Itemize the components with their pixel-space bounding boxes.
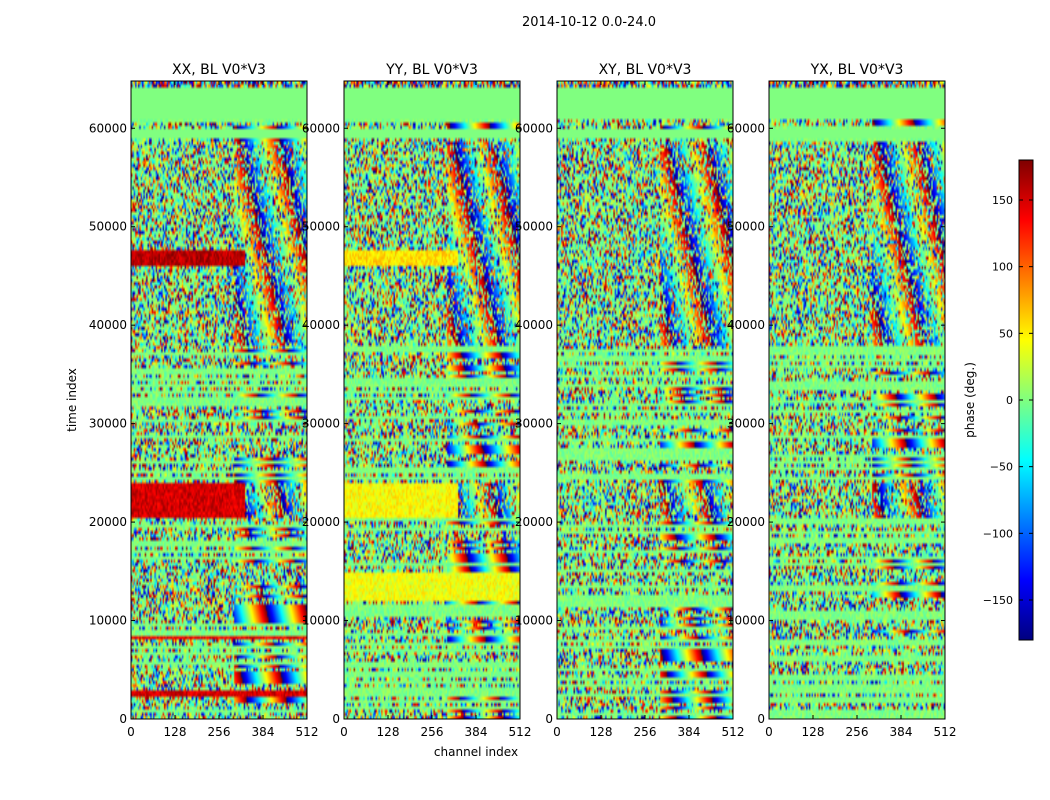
- colorbar-tick-label: −150: [983, 594, 1013, 607]
- colorbar-tick-label: 150: [992, 194, 1013, 207]
- x-tick-label: 0: [765, 725, 773, 739]
- y-axis-label: time index: [65, 368, 79, 432]
- y-tick-label: 10000: [89, 614, 127, 628]
- y-tick-label: 40000: [302, 318, 340, 332]
- x-tick-label: 256: [208, 725, 231, 739]
- colorbar-tick-label: 100: [992, 261, 1013, 274]
- x-tick-label: 128: [802, 725, 825, 739]
- y-tick-label: 0: [119, 712, 127, 726]
- x-tick-label: 512: [722, 725, 745, 739]
- y-tick-label: 30000: [727, 417, 765, 431]
- x-tick-label: 512: [296, 725, 319, 739]
- y-tick-label: 10000: [727, 614, 765, 628]
- x-tick-label: 128: [590, 725, 613, 739]
- y-tick-label: 50000: [89, 220, 127, 234]
- heatmap-xy: [557, 81, 733, 719]
- x-tick-label: 256: [846, 725, 869, 739]
- y-tick-label: 40000: [727, 318, 765, 332]
- y-tick-label: 30000: [515, 417, 553, 431]
- x-axis-label: channel index: [434, 745, 518, 759]
- y-tick-label: 50000: [302, 220, 340, 234]
- x-tick-label: 0: [553, 725, 561, 739]
- y-tick-label: 40000: [89, 318, 127, 332]
- colorbar-ticks: 150 100 50 0 −50 −100 −150: [983, 194, 1033, 607]
- y-tick-label: 50000: [515, 220, 553, 234]
- panel-xx: XX, BL V0*V3 0 128 256 384 512 0 10000 20000 3000…: [89, 62, 319, 739]
- x-tick-label: 512: [509, 725, 532, 739]
- y-tick-label: 60000: [515, 121, 553, 135]
- y-tick-label: 60000: [727, 121, 765, 135]
- panel-title: YY, BL V0*V3: [385, 62, 478, 78]
- y-tick-label: 0: [757, 712, 765, 726]
- colorbar-tick-label: −50: [990, 461, 1013, 474]
- x-tick-label: 384: [678, 725, 701, 739]
- x-tick-label: 384: [465, 725, 488, 739]
- heatmap-yy: [344, 81, 520, 719]
- y-tick-label: 30000: [89, 417, 127, 431]
- x-tick-label: 384: [890, 725, 913, 739]
- panels-group: XX, BL V0*V3 0 128 256 384 512 0 10000 20000 3000…: [89, 62, 957, 739]
- x-tick-label: 0: [127, 725, 135, 739]
- x-tick-label: 512: [934, 725, 957, 739]
- colorbar: 150 100 50 0 −50 −100 −150 phase (deg.): [963, 159, 1034, 641]
- y-tick-label: 20000: [727, 515, 765, 529]
- y-tick-label: 30000: [302, 417, 340, 431]
- x-tick-label: 384: [252, 725, 275, 739]
- colorbar-tick-label: 0: [1006, 394, 1013, 407]
- panel-yy: YY, BL V0*V3 0 128 256 384 512 0 10000 20000 3000…: [302, 62, 532, 739]
- x-tick-label: 0: [340, 725, 348, 739]
- heatmap-xx: [131, 81, 307, 719]
- x-tick-label: 256: [634, 725, 657, 739]
- y-tick-label: 0: [545, 712, 553, 726]
- panel-title: YX, BL V0*V3: [810, 62, 904, 78]
- y-tick-label: 10000: [302, 614, 340, 628]
- colorbar-tick-label: 50: [999, 327, 1013, 340]
- y-tick-label: 40000: [515, 318, 553, 332]
- heatmap-yx: [769, 81, 945, 719]
- y-tick-label: 60000: [302, 121, 340, 135]
- y-tick-label: 20000: [89, 515, 127, 529]
- panel-xy: XY, BL V0*V3 0 128 256 384 512 0 10000 20000 3000…: [515, 62, 745, 739]
- y-tick-label: 60000: [89, 121, 127, 135]
- colorbar-label: phase (deg.): [963, 362, 977, 438]
- panel-title: XX, BL V0*V3: [172, 62, 266, 78]
- x-tick-label: 256: [421, 725, 444, 739]
- panel-yx: YX, BL V0*V3 0 128 256 384 512 0 10000 20000 3000…: [727, 62, 957, 739]
- y-tick-label: 50000: [727, 220, 765, 234]
- x-tick-label: 128: [164, 725, 187, 739]
- y-tick-label: 20000: [515, 515, 553, 529]
- colorbar-tick-label: −100: [983, 527, 1013, 540]
- panel-title: XY, BL V0*V3: [599, 62, 692, 78]
- x-tick-label: 128: [377, 725, 400, 739]
- y-tick-label: 10000: [515, 614, 553, 628]
- y-tick-label: 0: [332, 712, 340, 726]
- figure-suptitle: 2014-10-12 0.0-24.0: [522, 15, 656, 30]
- y-tick-label: 20000: [302, 515, 340, 529]
